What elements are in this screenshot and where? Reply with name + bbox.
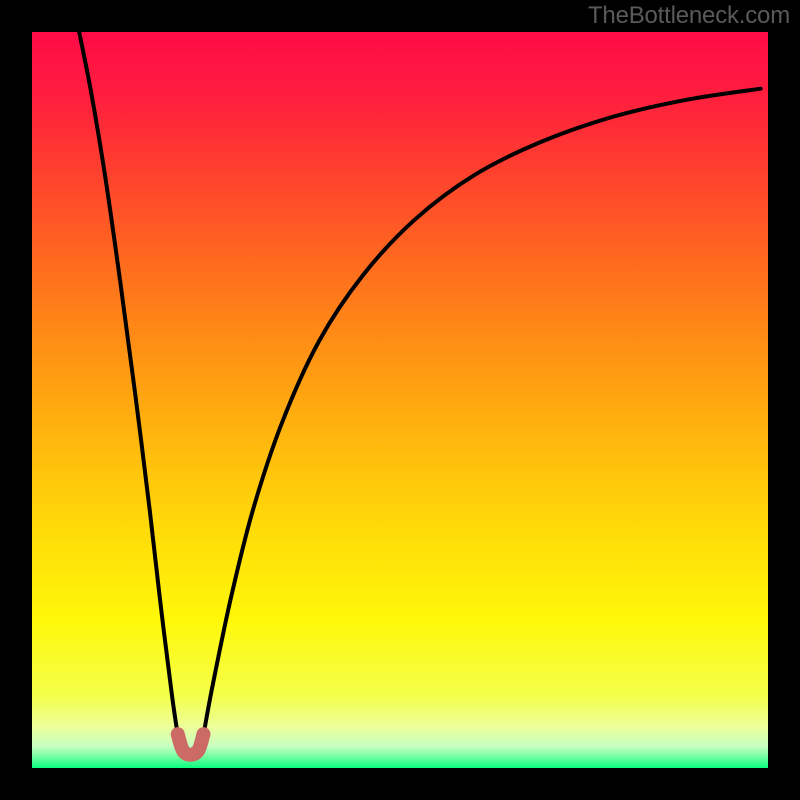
bottleneck-chart (0, 0, 800, 800)
bottleneck-chart-container: TheBottleneck.com (0, 0, 800, 800)
